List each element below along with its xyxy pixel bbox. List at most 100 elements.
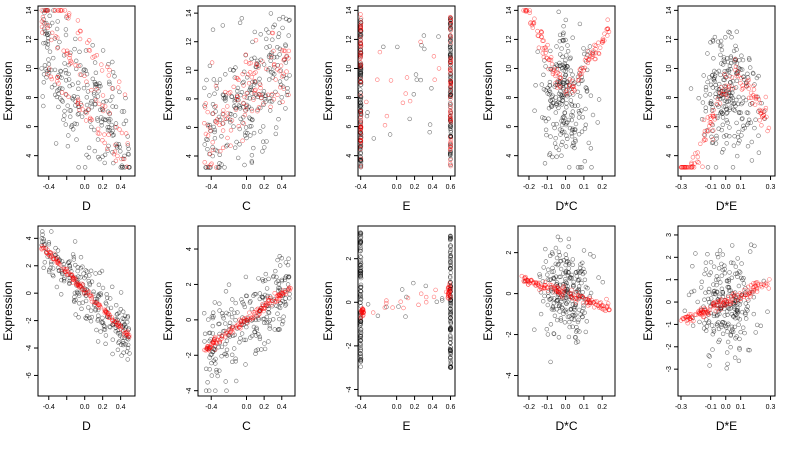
fitted-point — [358, 146, 363, 152]
data-point — [283, 303, 288, 308]
data-point — [228, 67, 233, 72]
data-point — [202, 142, 207, 147]
data-point — [243, 362, 248, 367]
fitted-point — [431, 54, 437, 59]
fitted-point — [752, 102, 758, 107]
fitted-point — [721, 302, 727, 307]
data-point — [554, 255, 560, 261]
data-point — [215, 148, 220, 154]
data-point — [225, 142, 230, 148]
data-point — [219, 134, 224, 139]
fitted-point — [711, 107, 716, 113]
fitted-point — [105, 311, 111, 316]
data-point — [118, 149, 123, 154]
data-point — [251, 293, 256, 298]
data-point — [419, 43, 424, 48]
fitted-point — [65, 50, 70, 56]
data-point — [567, 319, 572, 325]
data-point — [270, 37, 275, 42]
fitted-point — [77, 36, 83, 42]
data-point — [47, 13, 52, 19]
fitted-point — [84, 110, 89, 116]
data-point — [217, 152, 222, 158]
data-point — [91, 127, 97, 133]
data-point — [42, 31, 48, 37]
fitted-point — [122, 331, 127, 336]
fitted-point — [581, 68, 587, 73]
data-point — [720, 122, 725, 128]
data-point — [358, 245, 363, 250]
data-point — [276, 116, 281, 122]
data-point — [98, 329, 103, 334]
data-point — [423, 283, 428, 289]
fitted-point — [358, 39, 363, 45]
fitted-point — [416, 302, 421, 307]
fitted-point — [726, 85, 731, 90]
data-point — [210, 323, 216, 329]
data-point — [706, 300, 712, 305]
fitted-point — [79, 103, 84, 108]
data-point — [358, 296, 364, 302]
fitted-point — [448, 60, 453, 66]
data-point — [551, 301, 557, 306]
data-point — [554, 317, 560, 323]
data-point — [575, 103, 581, 108]
data-point — [46, 240, 52, 245]
data-point — [364, 113, 370, 119]
data-point — [710, 105, 715, 110]
fitted-point — [527, 10, 532, 16]
data-point — [78, 255, 84, 260]
fitted-point — [78, 283, 84, 289]
x-axis-title: D — [82, 419, 91, 433]
data-point — [751, 295, 756, 300]
data-point — [542, 293, 547, 299]
fitted-point — [222, 116, 227, 122]
data-point — [204, 137, 209, 142]
fitted-point — [52, 8, 58, 13]
fitted-point — [66, 11, 72, 16]
data-point — [565, 314, 571, 320]
data-point — [686, 292, 692, 298]
data-point — [758, 323, 763, 328]
data-point — [224, 116, 229, 122]
data-point — [576, 317, 581, 323]
fitted-point — [100, 93, 106, 98]
data-point — [91, 289, 96, 294]
fitted-point — [210, 140, 215, 145]
data-point — [257, 291, 263, 296]
data-point — [222, 165, 227, 170]
fitted-point — [245, 315, 251, 320]
fitted-point — [275, 92, 280, 98]
fitted-point — [231, 84, 236, 90]
data-point — [250, 39, 255, 45]
fitted-point — [561, 284, 566, 289]
data-point — [739, 133, 744, 138]
data-point — [719, 273, 724, 278]
data-point — [579, 129, 585, 134]
fitted-point — [535, 33, 540, 38]
data-point — [233, 105, 239, 111]
fitted-point — [102, 308, 108, 313]
data-point — [448, 233, 453, 239]
fitted-point — [252, 311, 257, 317]
data-point — [116, 339, 122, 344]
data-point — [715, 113, 720, 119]
fitted-point — [741, 287, 747, 293]
data-point — [207, 330, 213, 335]
data-point — [585, 48, 590, 54]
fitted-point — [265, 92, 271, 98]
data-point — [732, 108, 738, 113]
data-point — [95, 307, 101, 313]
fitted-point — [746, 95, 752, 101]
x-tick-label: 0.2 — [597, 184, 607, 191]
data-point — [560, 139, 565, 145]
data-point — [220, 23, 226, 28]
data-point — [448, 320, 454, 325]
fitted-point — [575, 297, 580, 302]
fitted-point — [56, 81, 61, 86]
data-point — [544, 132, 549, 138]
fitted-point — [218, 148, 223, 154]
fitted-point — [715, 96, 720, 102]
data-point — [61, 117, 66, 122]
data-point — [365, 110, 370, 115]
